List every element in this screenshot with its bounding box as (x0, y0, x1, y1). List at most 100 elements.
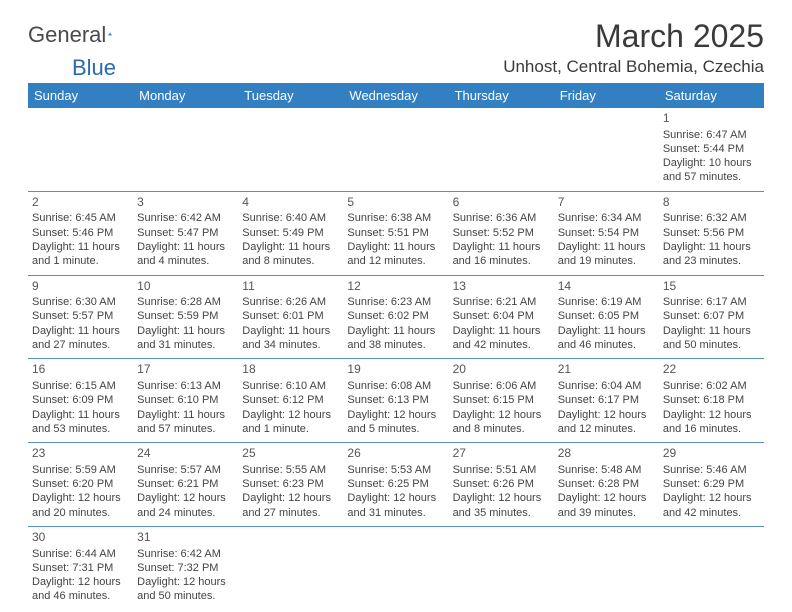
daylight-line-1: Daylight: 11 hours (558, 240, 655, 254)
daylight-line-1: Daylight: 11 hours (347, 324, 444, 338)
daylight-line-1: Daylight: 12 hours (453, 408, 550, 422)
day-number: 6 (453, 195, 550, 211)
calendar-cell-empty (343, 526, 448, 609)
daylight-line-2: and 42 minutes. (453, 338, 550, 352)
sunset-line: Sunset: 5:46 PM (32, 226, 129, 240)
logo-sail-icon (108, 24, 112, 44)
daylight-line-1: Daylight: 12 hours (558, 408, 655, 422)
calendar-cell-empty (449, 108, 554, 191)
sunset-line: Sunset: 6:02 PM (347, 309, 444, 323)
daylight-line-2: and 42 minutes. (663, 506, 760, 520)
sunset-line: Sunset: 5:47 PM (137, 226, 234, 240)
sunset-line: Sunset: 6:12 PM (242, 393, 339, 407)
calendar-cell: 27Sunrise: 5:51 AMSunset: 6:26 PMDayligh… (449, 443, 554, 527)
calendar-cell: 10Sunrise: 6:28 AMSunset: 5:59 PMDayligh… (133, 275, 238, 359)
sunset-line: Sunset: 5:52 PM (453, 226, 550, 240)
sunrise-line: Sunrise: 6:21 AM (453, 295, 550, 309)
daylight-line-1: Daylight: 12 hours (347, 491, 444, 505)
calendar-row: 30Sunrise: 6:44 AMSunset: 7:31 PMDayligh… (28, 526, 764, 609)
sunrise-line: Sunrise: 6:04 AM (558, 379, 655, 393)
calendar-cell: 17Sunrise: 6:13 AMSunset: 6:10 PMDayligh… (133, 359, 238, 443)
day-header: Wednesday (343, 83, 448, 108)
sunrise-line: Sunrise: 6:47 AM (663, 128, 760, 142)
daylight-line-1: Daylight: 11 hours (32, 408, 129, 422)
sunset-line: Sunset: 6:26 PM (453, 477, 550, 491)
calendar-cell: 11Sunrise: 6:26 AMSunset: 6:01 PMDayligh… (238, 275, 343, 359)
day-number: 21 (558, 362, 655, 378)
day-number: 29 (663, 446, 760, 462)
sunrise-line: Sunrise: 6:28 AM (137, 295, 234, 309)
daylight-line-1: Daylight: 12 hours (663, 491, 760, 505)
calendar-cell-empty (659, 526, 764, 609)
daylight-line-2: and 1 minute. (32, 254, 129, 268)
logo: General (28, 22, 130, 48)
daylight-line-2: and 8 minutes. (453, 422, 550, 436)
sunrise-line: Sunrise: 6:38 AM (347, 211, 444, 225)
daylight-line-2: and 50 minutes. (663, 338, 760, 352)
calendar-cell: 22Sunrise: 6:02 AMSunset: 6:18 PMDayligh… (659, 359, 764, 443)
calendar-cell: 14Sunrise: 6:19 AMSunset: 6:05 PMDayligh… (554, 275, 659, 359)
sunrise-line: Sunrise: 5:51 AM (453, 463, 550, 477)
day-number: 10 (137, 279, 234, 295)
sunset-line: Sunset: 6:28 PM (558, 477, 655, 491)
day-number: 7 (558, 195, 655, 211)
daylight-line-2: and 12 minutes. (558, 422, 655, 436)
sunset-line: Sunset: 6:05 PM (558, 309, 655, 323)
sunset-line: Sunset: 5:54 PM (558, 226, 655, 240)
day-number: 15 (663, 279, 760, 295)
day-number: 31 (137, 530, 234, 546)
sunrise-line: Sunrise: 5:53 AM (347, 463, 444, 477)
daylight-line-1: Daylight: 12 hours (663, 408, 760, 422)
daylight-line-2: and 27 minutes. (32, 338, 129, 352)
day-number: 5 (347, 195, 444, 211)
day-header: Sunday (28, 83, 133, 108)
daylight-line-1: Daylight: 11 hours (137, 240, 234, 254)
daylight-line-1: Daylight: 10 hours (663, 156, 760, 170)
day-number: 23 (32, 446, 129, 462)
calendar-cell: 28Sunrise: 5:48 AMSunset: 6:28 PMDayligh… (554, 443, 659, 527)
sunrise-line: Sunrise: 6:30 AM (32, 295, 129, 309)
daylight-line-1: Daylight: 12 hours (453, 491, 550, 505)
calendar-cell: 20Sunrise: 6:06 AMSunset: 6:15 PMDayligh… (449, 359, 554, 443)
sunset-line: Sunset: 7:32 PM (137, 561, 234, 575)
sunset-line: Sunset: 7:31 PM (32, 561, 129, 575)
daylight-line-2: and 46 minutes. (558, 338, 655, 352)
sunrise-line: Sunrise: 5:57 AM (137, 463, 234, 477)
day-number: 4 (242, 195, 339, 211)
daylight-line-2: and 31 minutes. (347, 506, 444, 520)
daylight-line-2: and 20 minutes. (32, 506, 129, 520)
sunrise-line: Sunrise: 5:59 AM (32, 463, 129, 477)
sunset-line: Sunset: 5:56 PM (663, 226, 760, 240)
calendar-cell: 6Sunrise: 6:36 AMSunset: 5:52 PMDaylight… (449, 191, 554, 275)
day-number: 1 (663, 111, 760, 127)
calendar-cell-empty (343, 108, 448, 191)
sunset-line: Sunset: 5:59 PM (137, 309, 234, 323)
daylight-line-2: and 34 minutes. (242, 338, 339, 352)
sunrise-line: Sunrise: 6:34 AM (558, 211, 655, 225)
calendar-cell: 7Sunrise: 6:34 AMSunset: 5:54 PMDaylight… (554, 191, 659, 275)
page-header: General March 2025 Unhost, Central Bohem… (28, 18, 764, 77)
sunrise-line: Sunrise: 6:36 AM (453, 211, 550, 225)
calendar-cell-empty (133, 108, 238, 191)
day-header: Friday (554, 83, 659, 108)
sunset-line: Sunset: 6:04 PM (453, 309, 550, 323)
calendar-cell: 5Sunrise: 6:38 AMSunset: 5:51 PMDaylight… (343, 191, 448, 275)
sunrise-line: Sunrise: 6:42 AM (137, 211, 234, 225)
daylight-line-1: Daylight: 11 hours (32, 324, 129, 338)
day-number: 12 (347, 279, 444, 295)
day-number: 11 (242, 279, 339, 295)
calendar-cell: 1Sunrise: 6:47 AMSunset: 5:44 PMDaylight… (659, 108, 764, 191)
daylight-line-1: Daylight: 11 hours (663, 324, 760, 338)
daylight-line-2: and 57 minutes. (137, 422, 234, 436)
daylight-line-2: and 53 minutes. (32, 422, 129, 436)
calendar-cell: 25Sunrise: 5:55 AMSunset: 6:23 PMDayligh… (238, 443, 343, 527)
location-text: Unhost, Central Bohemia, Czechia (503, 57, 764, 77)
sunrise-line: Sunrise: 6:32 AM (663, 211, 760, 225)
sunrise-line: Sunrise: 6:15 AM (32, 379, 129, 393)
daylight-line-1: Daylight: 11 hours (242, 324, 339, 338)
calendar-cell: 2Sunrise: 6:45 AMSunset: 5:46 PMDaylight… (28, 191, 133, 275)
sunset-line: Sunset: 6:23 PM (242, 477, 339, 491)
day-header: Tuesday (238, 83, 343, 108)
daylight-line-2: and 24 minutes. (137, 506, 234, 520)
daylight-line-1: Daylight: 12 hours (558, 491, 655, 505)
